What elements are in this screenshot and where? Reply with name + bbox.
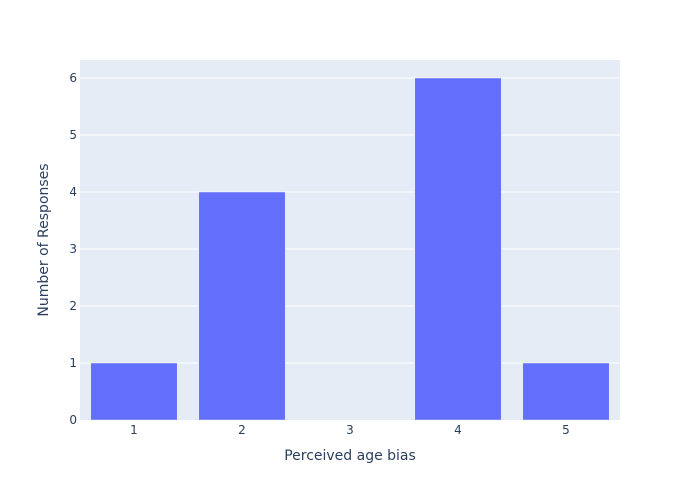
x-axis-title: Perceived age bias — [284, 448, 416, 464]
x-tick-labels: 1 2 3 4 5 — [130, 423, 570, 437]
bar — [90, 362, 178, 421]
plot-background — [80, 60, 620, 420]
y-tick-label: 0 — [69, 413, 77, 427]
y-tick-labels: 0 1 2 3 4 5 6 — [69, 71, 77, 427]
y-tick-label: 6 — [69, 71, 77, 85]
bar — [414, 77, 502, 421]
x-tick-label: 2 — [238, 423, 246, 437]
x-tick-label: 3 — [346, 423, 354, 437]
y-tick-label: 4 — [69, 185, 77, 199]
x-tick-label: 1 — [130, 423, 138, 437]
bar — [522, 362, 610, 421]
y-axis-title: Number of Responses — [36, 163, 52, 316]
x-tick-label: 4 — [454, 423, 462, 437]
x-tick-label: 5 — [562, 423, 570, 437]
bars — [90, 77, 610, 421]
y-tick-label: 3 — [69, 242, 77, 256]
bar — [198, 191, 286, 421]
y-tick-label: 2 — [69, 299, 77, 313]
y-tick-label: 1 — [69, 356, 77, 370]
y-tick-label: 5 — [69, 128, 77, 142]
